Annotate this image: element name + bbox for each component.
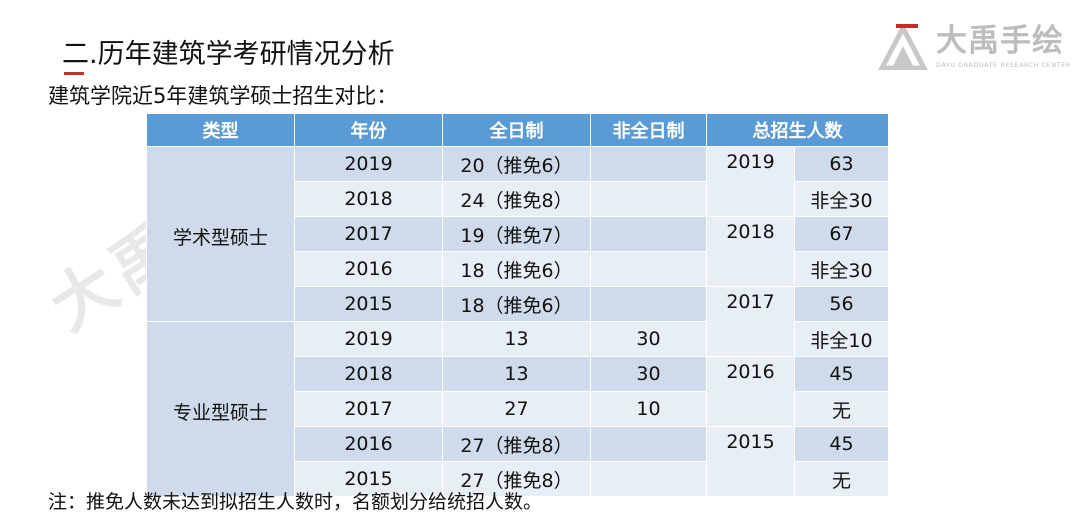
- page-subtitle: 建筑学院近5年建筑学硕士招生对比：: [48, 84, 398, 108]
- table-row: 2015 27（推免8） 无: [147, 461, 889, 497]
- fulltime-cell: 27: [442, 391, 591, 427]
- fulltime-cell: 20（推免6）: [442, 146, 591, 182]
- year-cell: 2015: [294, 286, 443, 322]
- brand-logo: 大禹手绘 DAYU GRADUATE RESEARCH CENTER: [878, 22, 1074, 74]
- year-cell: 2016: [294, 251, 443, 287]
- parttime-cell: [590, 181, 707, 217]
- year-cell: 2017: [294, 391, 443, 427]
- fulltime-cell: 27（推免8）: [442, 461, 591, 497]
- parttime-cell: 30: [590, 356, 707, 392]
- col-header-type: 类型: [146, 113, 295, 147]
- year-cell: 2019: [294, 321, 443, 357]
- total-year-cell: 2015: [706, 426, 795, 497]
- table-row: 2016 27（推免8） 2015 45: [147, 426, 889, 497]
- logo-text: 大禹手绘: [936, 23, 1064, 59]
- table-row: 2015 18（推免6） 2017 56: [147, 286, 889, 357]
- total-parttime-cell: 无: [794, 461, 889, 497]
- col-header-parttime: 非全日制: [590, 113, 707, 147]
- table-row: 2017 19（推免7） 2018 67: [147, 216, 889, 287]
- enrollment-table: 类型 年份 全日制 非全日制 总招生人数 学术型硕士 2019 20（推免6） …: [146, 113, 889, 497]
- fulltime-cell: 13: [442, 356, 591, 392]
- parttime-cell: 30: [590, 321, 707, 357]
- year-cell: 2016: [294, 426, 443, 462]
- year-cell: 2015: [294, 461, 443, 497]
- table-row: 2018 13 30 2016 45: [147, 356, 889, 427]
- total-year-cell: 2018: [706, 216, 795, 287]
- total-count-cell: 56: [794, 286, 889, 322]
- year-cell: 2019: [294, 146, 443, 182]
- parttime-cell: [590, 251, 707, 287]
- total-count-cell: 45: [794, 356, 889, 392]
- table-row: 2017 27 10 无: [147, 391, 889, 427]
- page-title: 二.历年建筑学考研情况分析: [62, 39, 395, 70]
- parttime-cell: [590, 286, 707, 322]
- parttime-cell: [590, 426, 707, 462]
- parttime-cell: [590, 461, 707, 497]
- parttime-cell: [590, 216, 707, 252]
- total-year-cell: 2019: [706, 146, 795, 217]
- table-row: 专业型硕士 2019 13 30 非全10: [146, 321, 889, 497]
- type-cell-professional: 专业型硕士: [146, 321, 295, 497]
- col-header-fulltime: 全日制: [442, 113, 591, 147]
- col-header-total: 总招生人数: [706, 113, 889, 147]
- fulltime-cell: 27（推免8）: [442, 426, 591, 462]
- total-year-cell: 2017: [706, 286, 795, 357]
- fulltime-cell: 13: [442, 321, 591, 357]
- total-count-cell: 45: [794, 426, 889, 462]
- year-cell: 2018: [294, 181, 443, 217]
- logo-mark-icon: [878, 24, 928, 70]
- table-row: 2016 18（推免6） 非全30: [147, 251, 889, 287]
- fulltime-cell: 18（推免6）: [442, 251, 591, 287]
- parttime-cell: [590, 146, 707, 182]
- table-row: 学术型硕士 2019 20（推免6） 2019 63: [146, 146, 889, 322]
- total-parttime-cell: 非全30: [794, 251, 889, 287]
- type-cell-academic: 学术型硕士: [146, 146, 295, 322]
- col-header-year: 年份: [294, 113, 443, 147]
- parttime-cell: 10: [590, 391, 707, 427]
- year-cell: 2018: [294, 356, 443, 392]
- table-header-row: 类型 年份 全日制 非全日制 总招生人数: [146, 113, 889, 147]
- total-parttime-cell: 非全30: [794, 181, 889, 217]
- fulltime-cell: 19（推免7）: [442, 216, 591, 252]
- total-count-cell: 63: [794, 146, 889, 182]
- logo-subtext: DAYU GRADUATE RESEARCH CENTER: [936, 61, 1071, 69]
- year-cell: 2017: [294, 216, 443, 252]
- total-count-cell: 67: [794, 216, 889, 252]
- fulltime-cell: 24（推免8）: [442, 181, 591, 217]
- title-underline: [64, 72, 84, 75]
- total-parttime-cell: 非全10: [794, 321, 889, 357]
- total-year-cell: 2016: [706, 356, 795, 427]
- total-parttime-cell: 无: [794, 391, 889, 427]
- footnote: 注：推免人数未达到拟招生人数时，名额划分给统招人数。: [48, 491, 543, 513]
- fulltime-cell: 18（推免6）: [442, 286, 591, 322]
